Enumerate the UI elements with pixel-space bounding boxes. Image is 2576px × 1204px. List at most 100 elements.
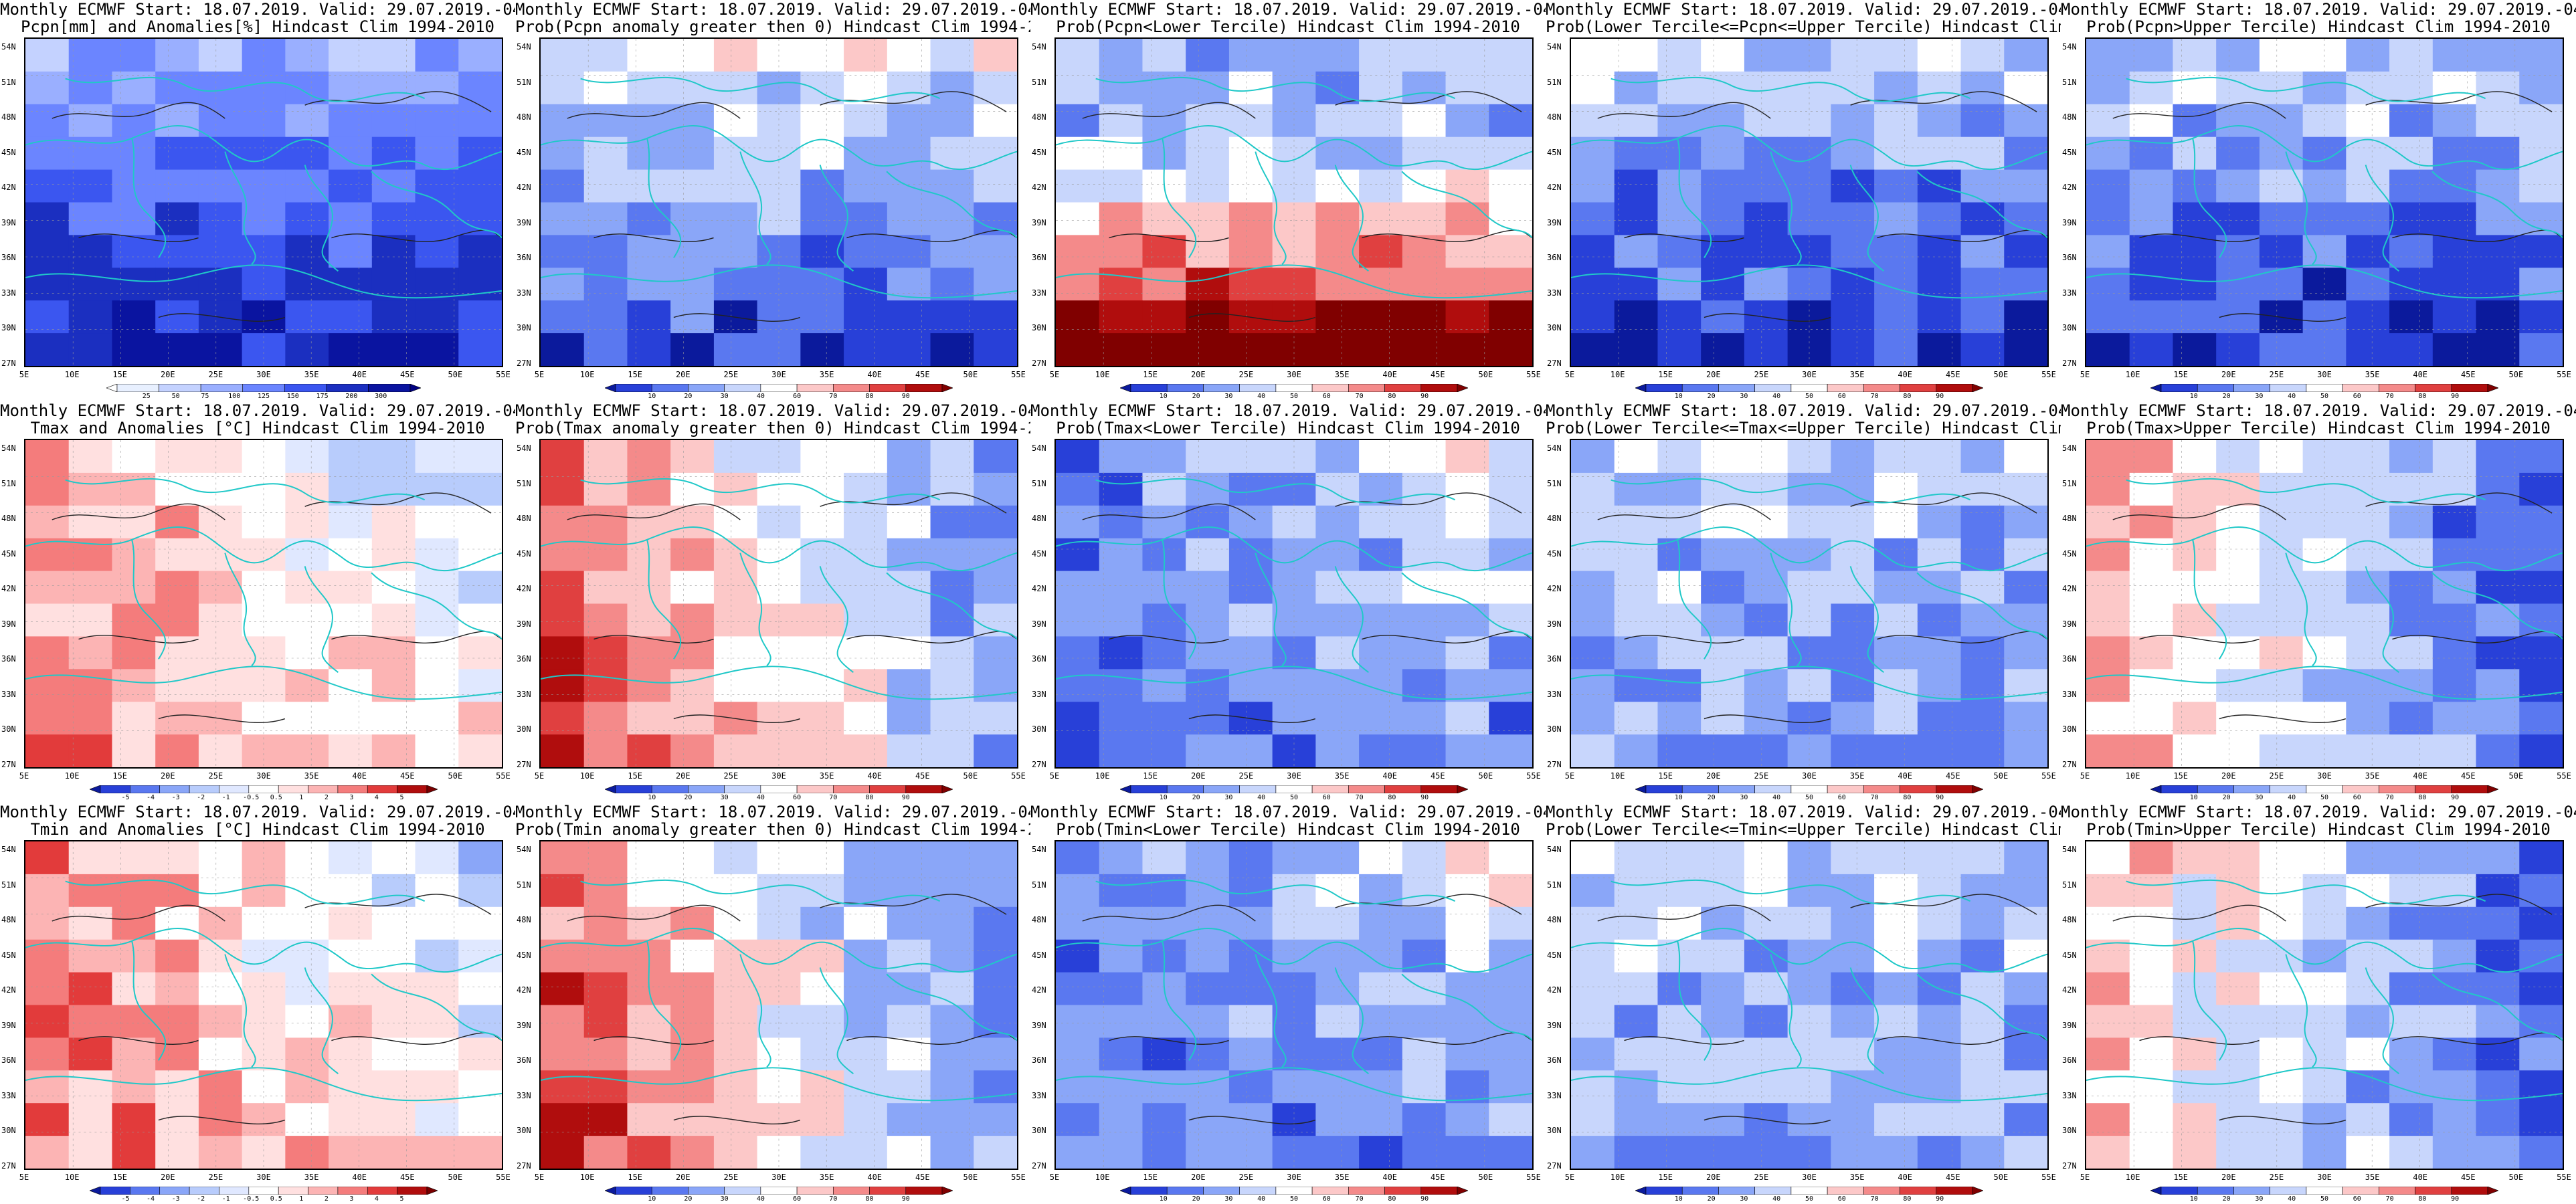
- field-cell: [1228, 136, 1273, 171]
- lat-tick-label: 33N: [2062, 689, 2077, 699]
- lon-tick-label: 40E: [867, 771, 883, 781]
- panel-title-line1: Monthly ECMWF Start: 18.07.2019. Valid: …: [1030, 803, 1546, 821]
- colorbar-swatch: [1645, 1187, 1683, 1195]
- lat-tick-label: 48N: [1032, 514, 1046, 524]
- lat-tick-label: 39N: [1, 1020, 16, 1030]
- field-cell: [670, 939, 715, 973]
- field-cell: [1787, 136, 1831, 171]
- field-cell: [1315, 702, 1360, 735]
- field-cell: [1657, 1037, 1701, 1071]
- lon-tick-label: 10E: [1095, 1173, 1110, 1182]
- field-cell: [155, 300, 199, 334]
- lon-tick-label: 25E: [1238, 1173, 1254, 1182]
- colorbar-tick-label: 50: [2320, 393, 2329, 400]
- field-cell: [329, 603, 373, 637]
- lat-tick-label: 30N: [1032, 1126, 1046, 1136]
- colorbar-swatch: [1635, 785, 1647, 793]
- colorbar-swatch: [2160, 785, 2198, 793]
- field-cell: [583, 636, 628, 670]
- field-cell: [2216, 702, 2260, 735]
- field-cell: [1960, 972, 2005, 1005]
- field-cell: [1614, 702, 1658, 735]
- climatology-contour: [820, 894, 1007, 915]
- field-cell: [458, 841, 502, 875]
- field-cell: [1359, 104, 1403, 138]
- field-cell: [1701, 939, 1745, 973]
- field-cell: [2173, 472, 2217, 506]
- field-cell: [2476, 235, 2520, 268]
- field-cell: [2389, 841, 2433, 875]
- field-cell: [25, 104, 70, 138]
- colorbar: [1120, 384, 1468, 392]
- lat-tick-label: 42N: [1547, 584, 1562, 594]
- field-cell: [371, 268, 416, 301]
- lon-tick-label: 20E: [1190, 370, 1206, 379]
- field-cell: [2259, 333, 2304, 366]
- field-cell: [2346, 906, 2390, 940]
- field-cell: [541, 972, 585, 1005]
- field-cell: [1445, 874, 1489, 908]
- field-cell: [1228, 734, 1273, 767]
- field-cell: [1657, 235, 1701, 268]
- field-cell: [2129, 39, 2173, 72]
- coastline: [1255, 954, 1287, 1068]
- field-cell: [627, 1070, 671, 1104]
- lat-tick-label: 54N: [2062, 42, 2077, 52]
- field-cell: [371, 734, 416, 767]
- colorbar-swatch: [2197, 785, 2234, 793]
- field-cell: [974, 702, 1017, 735]
- lat-tick-label: 48N: [1, 112, 16, 122]
- field-cell: [1917, 440, 1962, 474]
- field-cell: [25, 505, 70, 539]
- field-cell: [2519, 841, 2563, 875]
- field-cell: [285, 440, 329, 474]
- field-cell: [1099, 1070, 1143, 1104]
- colorbar-tick-label: 90: [1420, 1195, 1429, 1203]
- field-cell: [1359, 874, 1403, 908]
- field-cell: [627, 333, 671, 366]
- field-cell: [930, 235, 974, 268]
- lon-tick-label: 20E: [1706, 370, 1721, 379]
- colorbar-tick-label: 70: [829, 1195, 838, 1203]
- field-cell: [1960, 472, 2005, 506]
- field-cell: [2216, 939, 2260, 973]
- lat-tick-label: 30N: [1547, 1126, 1562, 1136]
- lon-tick-label: 50E: [1993, 370, 2009, 379]
- field-cell: [2432, 268, 2477, 301]
- forecast-map: [1054, 840, 1534, 1170]
- colorbar-swatch: [284, 384, 327, 392]
- colorbar-tick-label: 40: [1257, 393, 1266, 400]
- colorbar-swatch: [426, 785, 438, 793]
- field-cell: [800, 104, 844, 138]
- field-cell: [2129, 505, 2173, 539]
- coastline: [224, 553, 256, 666]
- field-cell: [1831, 136, 1875, 171]
- colorbar-tick-label: 80: [865, 393, 874, 400]
- field-cell: [670, 440, 715, 474]
- field-cell: [1917, 1103, 1962, 1136]
- field-cell: [2389, 538, 2433, 572]
- climatology-contour: [1188, 313, 1316, 322]
- coastline: [1611, 77, 1971, 102]
- coastline: [1916, 973, 2047, 1041]
- coastline: [646, 940, 682, 1061]
- climatology-contour: [1850, 492, 2037, 514]
- field-cell: [1142, 1005, 1186, 1038]
- climatology-contour: [1109, 233, 1229, 242]
- lat-tick-label: 54N: [1032, 443, 1046, 453]
- lat-tick-label: 42N: [1547, 183, 1562, 193]
- field-cell: [1359, 1103, 1403, 1136]
- forecast-map: [2085, 439, 2564, 769]
- colorbar-tick-label: -0.5: [243, 1195, 260, 1203]
- lon-tick-label: 35E: [1849, 370, 1865, 379]
- coastline: [1770, 954, 1802, 1068]
- field-cell: [2389, 71, 2433, 105]
- colorbar-swatch: [724, 1187, 761, 1195]
- field-cell: [1445, 1037, 1489, 1071]
- colorbar-tick-label: 80: [865, 1195, 874, 1203]
- field-cell: [1657, 71, 1701, 105]
- lon-tick-label: 45E: [2460, 1173, 2476, 1182]
- field-cell: [2519, 440, 2563, 474]
- colorbar-tick-label: 10: [1674, 794, 1683, 801]
- colorbar-swatch: [219, 785, 250, 793]
